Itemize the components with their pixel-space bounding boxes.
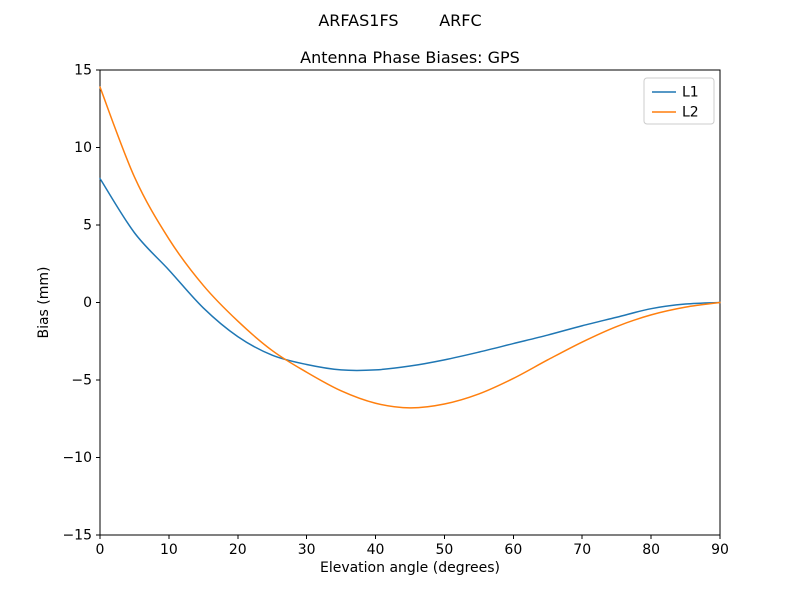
x-tick-label: 60: [504, 542, 522, 558]
x-tick-label: 50: [436, 542, 454, 558]
y-tick-label: −10: [62, 450, 92, 466]
figure-suptitle: ARFAS1FS ARFC: [318, 11, 482, 30]
x-tick-label: 20: [229, 542, 247, 558]
y-tick-label: 15: [74, 63, 92, 79]
axes-frame: [99, 69, 721, 536]
x-tick-label: 80: [642, 542, 660, 558]
y-tick-label: 5: [83, 218, 92, 234]
y-tick-label: −5: [71, 373, 92, 389]
x-tick-label: 90: [711, 542, 729, 558]
chart-title: Antenna Phase Biases: GPS: [300, 48, 520, 67]
x-tick-label: 0: [96, 542, 105, 558]
legend-label-l2: L2: [682, 105, 699, 121]
x-tick-label: 70: [573, 542, 591, 558]
x-tick-label: 40: [367, 542, 385, 558]
y-tick-label: 0: [83, 295, 92, 311]
y-tick-label: 10: [74, 140, 92, 156]
series-line-l1: [99, 177, 721, 372]
legend-label-l1: L1: [682, 85, 699, 101]
series-line-l2: [99, 86, 721, 409]
y-axis-label: Bias (mm): [36, 266, 52, 338]
x-tick-label: 10: [160, 542, 178, 558]
x-axis-label: Elevation angle (degrees): [320, 560, 500, 576]
legend-box: [643, 77, 715, 125]
x-tick-label: 30: [298, 542, 316, 558]
y-tick-label: −15: [62, 528, 92, 544]
